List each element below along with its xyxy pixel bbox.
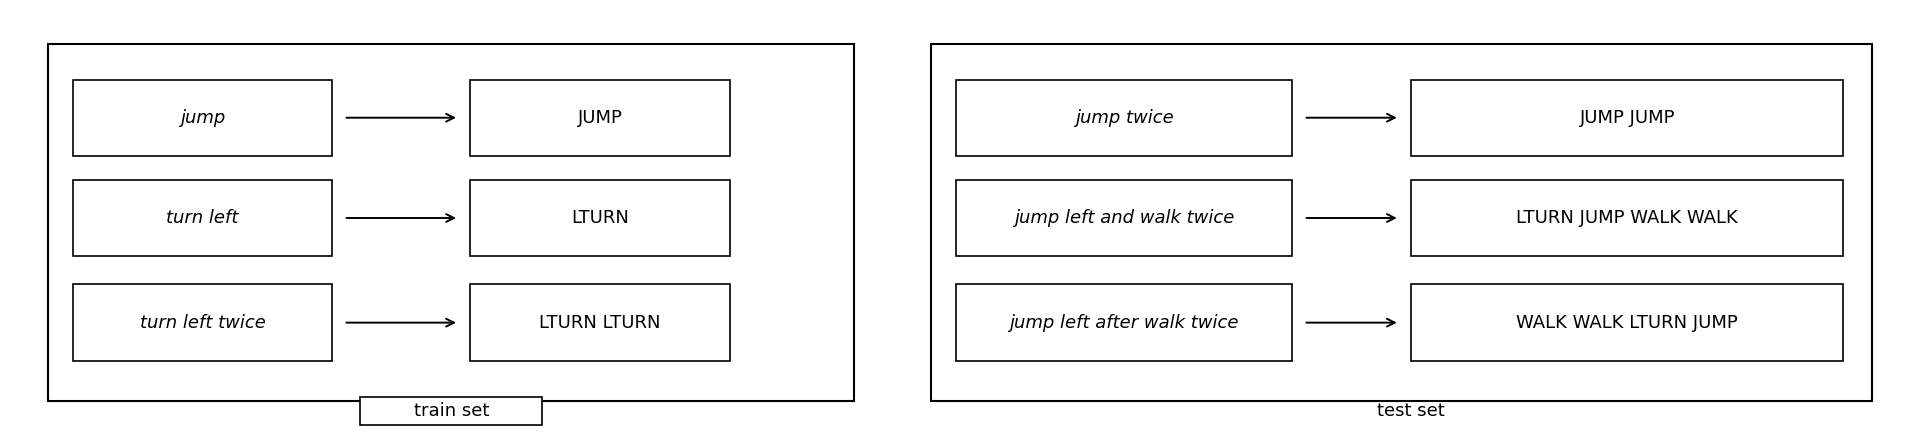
Bar — [956, 80, 1292, 156]
Bar — [361, 397, 541, 425]
Bar — [1411, 80, 1843, 156]
Bar — [73, 284, 332, 361]
Text: JUMP JUMP: JUMP JUMP — [1580, 109, 1674, 127]
Text: JUMP: JUMP — [578, 109, 622, 127]
Bar — [48, 44, 854, 401]
Text: jump: jump — [180, 109, 225, 127]
Bar — [470, 180, 730, 256]
Bar — [73, 180, 332, 256]
Text: jump left after walk twice: jump left after walk twice — [1010, 313, 1238, 332]
Bar — [931, 44, 1872, 401]
Bar — [1411, 284, 1843, 361]
Text: jump left and walk twice: jump left and walk twice — [1014, 209, 1235, 227]
Bar — [956, 180, 1292, 256]
Text: LTURN: LTURN — [570, 209, 630, 227]
Text: test set: test set — [1377, 402, 1446, 420]
Bar — [470, 80, 730, 156]
Bar — [73, 80, 332, 156]
Text: LTURN JUMP WALK WALK: LTURN JUMP WALK WALK — [1517, 209, 1738, 227]
Text: WALK WALK LTURN JUMP: WALK WALK LTURN JUMP — [1517, 313, 1738, 332]
Bar — [956, 284, 1292, 361]
Text: jump twice: jump twice — [1075, 109, 1173, 127]
Text: turn left twice: turn left twice — [140, 313, 265, 332]
Bar — [470, 284, 730, 361]
Text: train set: train set — [413, 402, 490, 420]
Text: LTURN LTURN: LTURN LTURN — [540, 313, 660, 332]
Bar — [1411, 180, 1843, 256]
Text: turn left: turn left — [167, 209, 238, 227]
